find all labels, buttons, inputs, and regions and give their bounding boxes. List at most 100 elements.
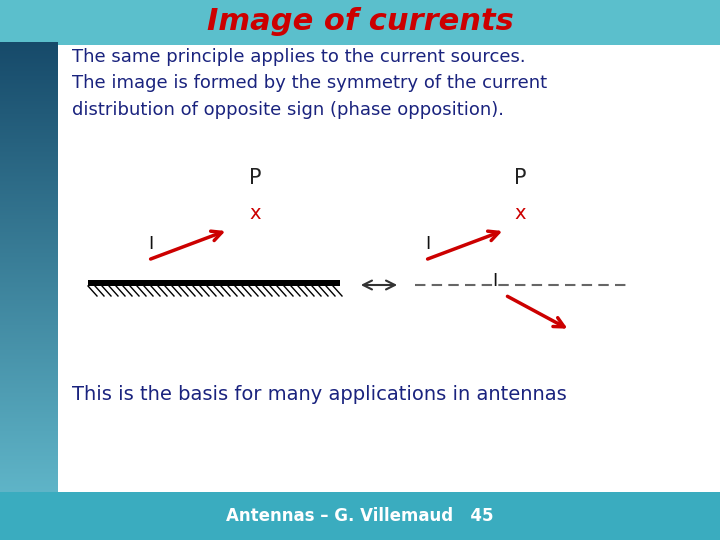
Bar	[0, 73, 58, 74]
Bar	[0, 387, 58, 388]
Bar	[0, 480, 58, 481]
Bar	[0, 233, 58, 234]
Bar	[0, 281, 58, 282]
Text: x: x	[249, 204, 261, 223]
Bar	[0, 0, 58, 1]
Bar	[0, 121, 58, 122]
Bar	[0, 466, 58, 467]
Bar	[0, 249, 58, 250]
Bar	[0, 339, 58, 340]
Bar	[0, 47, 58, 48]
Bar	[0, 267, 58, 268]
Bar	[0, 284, 58, 285]
Bar	[0, 296, 58, 297]
Bar	[0, 108, 58, 109]
Bar	[0, 508, 58, 509]
Bar	[0, 162, 58, 163]
Bar	[0, 417, 58, 418]
Bar	[0, 461, 58, 462]
Bar	[0, 20, 58, 21]
Bar	[0, 363, 58, 364]
Bar	[0, 464, 58, 465]
Bar	[0, 58, 58, 59]
Bar	[0, 256, 58, 257]
Bar	[0, 242, 58, 243]
Bar	[0, 180, 58, 181]
Bar	[0, 133, 58, 134]
Bar	[0, 124, 58, 125]
Bar	[0, 22, 58, 23]
Bar	[0, 146, 58, 147]
Text: I: I	[492, 272, 497, 290]
Bar	[0, 490, 58, 491]
Bar	[0, 337, 58, 338]
Bar	[0, 376, 58, 377]
Bar	[0, 338, 58, 339]
Bar	[0, 340, 58, 341]
Bar	[0, 405, 58, 406]
Bar	[0, 16, 58, 17]
Bar	[0, 44, 58, 45]
Bar	[0, 194, 58, 195]
Bar	[0, 135, 58, 136]
Bar	[0, 410, 58, 411]
Bar	[0, 361, 58, 362]
Bar	[0, 201, 58, 202]
Bar	[0, 397, 58, 398]
Bar	[0, 65, 58, 66]
Bar	[0, 29, 58, 30]
Bar	[0, 482, 58, 483]
Bar	[0, 23, 58, 24]
Bar	[0, 372, 58, 373]
Bar	[0, 75, 58, 76]
Bar	[0, 392, 58, 393]
Bar	[0, 152, 58, 153]
Bar	[0, 288, 58, 289]
Bar	[0, 476, 58, 477]
Bar	[0, 330, 58, 331]
Bar	[0, 359, 58, 360]
Bar	[0, 35, 58, 36]
Bar	[0, 488, 58, 489]
Bar	[0, 247, 58, 248]
Bar	[0, 386, 58, 387]
Bar	[0, 258, 58, 259]
Bar	[0, 116, 58, 117]
Bar	[0, 462, 58, 463]
Bar	[0, 300, 58, 301]
Bar	[0, 335, 58, 336]
Bar	[0, 450, 58, 451]
Bar	[88, 280, 340, 286]
Bar	[0, 2, 58, 3]
Bar	[0, 32, 58, 33]
Bar	[0, 498, 58, 499]
Bar	[0, 248, 58, 249]
Bar	[0, 128, 58, 129]
Bar	[0, 259, 58, 260]
Bar	[0, 434, 58, 435]
Bar	[0, 503, 58, 504]
Bar	[0, 174, 58, 175]
Bar	[0, 428, 58, 429]
Bar	[0, 111, 58, 112]
Bar	[0, 463, 58, 464]
Bar	[0, 169, 58, 170]
Bar	[0, 208, 58, 209]
Bar	[0, 495, 58, 496]
Bar	[0, 531, 58, 532]
Bar	[0, 260, 58, 261]
Bar	[0, 81, 58, 82]
Bar	[0, 317, 58, 318]
Bar	[0, 207, 58, 208]
Bar	[0, 526, 58, 527]
Bar	[0, 149, 58, 150]
Bar	[0, 313, 58, 314]
Bar	[0, 275, 58, 276]
Bar	[0, 396, 58, 397]
Bar	[0, 90, 58, 91]
Bar	[0, 238, 58, 239]
Bar	[0, 225, 58, 226]
Bar	[0, 158, 58, 159]
Bar	[0, 354, 58, 355]
Bar	[0, 145, 58, 146]
